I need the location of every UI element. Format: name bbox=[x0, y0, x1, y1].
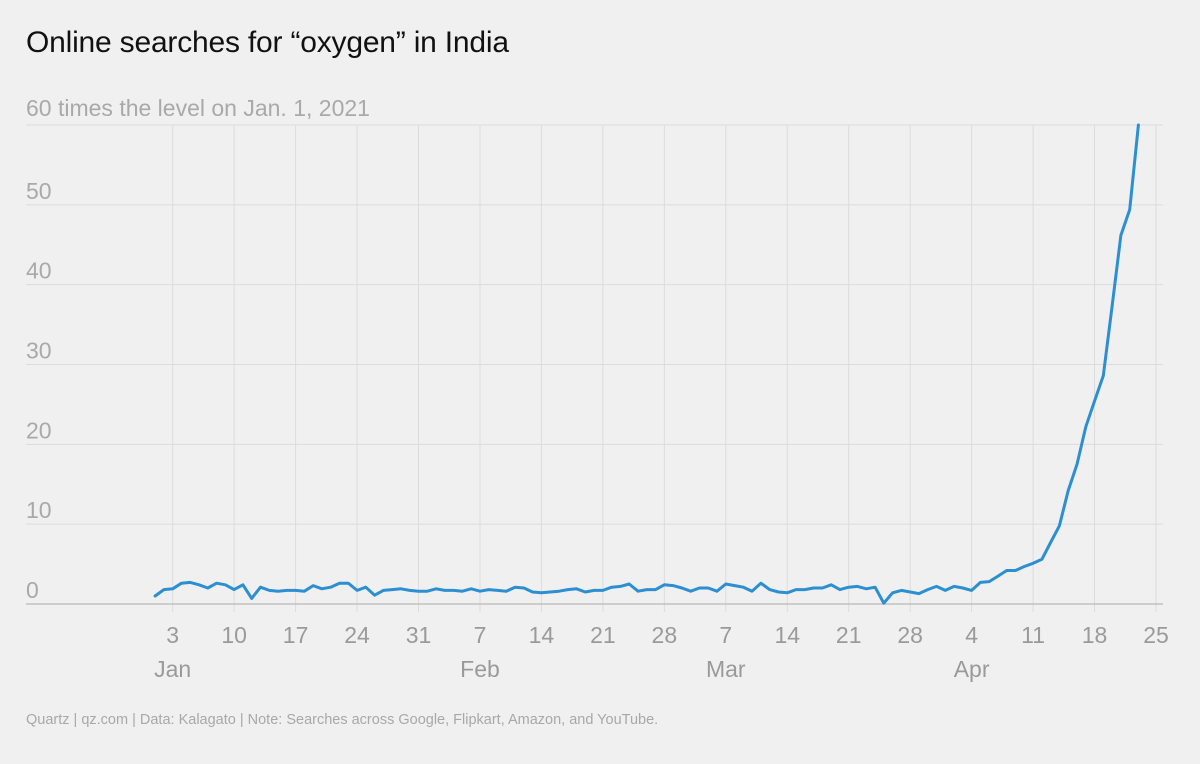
x-tick-label: 3 bbox=[166, 622, 179, 648]
x-tick-label: 18 bbox=[1082, 622, 1108, 648]
x-tick-label: 7 bbox=[474, 622, 487, 648]
series-line bbox=[153, 123, 1140, 605]
month-label: Jan bbox=[154, 656, 191, 682]
y-top-label: 60 times the level on Jan. 1, 2021 bbox=[26, 95, 370, 121]
y-tick-labels: 0 10 20 30 40 50 60 times the level on Jan. 1,… bbox=[26, 95, 370, 603]
x-tick-label: 28 bbox=[652, 622, 678, 648]
x-tick-label: 14 bbox=[529, 622, 555, 648]
gridlines-vertical bbox=[172, 125, 1157, 612]
x-tick-label: 10 bbox=[221, 622, 247, 648]
x-tick-label: 21 bbox=[590, 622, 616, 648]
month-label: Feb bbox=[460, 656, 500, 682]
data-series bbox=[153, 123, 1140, 605]
y-tick-label: 10 bbox=[26, 497, 52, 523]
gridlines-horizontal bbox=[26, 124, 1163, 525]
x-tick-label: 4 bbox=[965, 622, 978, 648]
y-tick-label: 20 bbox=[26, 417, 52, 443]
x-tick-label: 21 bbox=[836, 622, 862, 648]
month-label: Apr bbox=[954, 656, 990, 682]
x-tick-label: 17 bbox=[283, 622, 309, 648]
y-tick-label: 30 bbox=[26, 338, 52, 364]
y-tick-label: 40 bbox=[26, 258, 52, 284]
x-tick-label: 31 bbox=[406, 622, 432, 648]
x-tick-label: 25 bbox=[1143, 622, 1169, 648]
x-tick-label: 14 bbox=[774, 622, 800, 648]
x-tick-label: 11 bbox=[1021, 622, 1045, 648]
month-labels: Jan Feb Mar Apr bbox=[154, 656, 990, 682]
x-tick-label: 28 bbox=[897, 622, 923, 648]
y-tick-label: 0 bbox=[26, 577, 39, 603]
y-tick-label: 50 bbox=[26, 178, 52, 204]
x-tick-labels: 3 10 17 24 31 7 14 21 28 7 14 21 28 4 11 18 25 bbox=[166, 622, 1169, 648]
chart-title: Online searches for “oxygen” in India bbox=[26, 26, 509, 59]
source-footer: Quartz | qz.com | Data: Kalagato | Note:… bbox=[26, 712, 659, 728]
x-tick-label: 24 bbox=[344, 622, 370, 648]
month-label: Mar bbox=[706, 656, 746, 682]
x-tick-label: 7 bbox=[719, 622, 732, 648]
